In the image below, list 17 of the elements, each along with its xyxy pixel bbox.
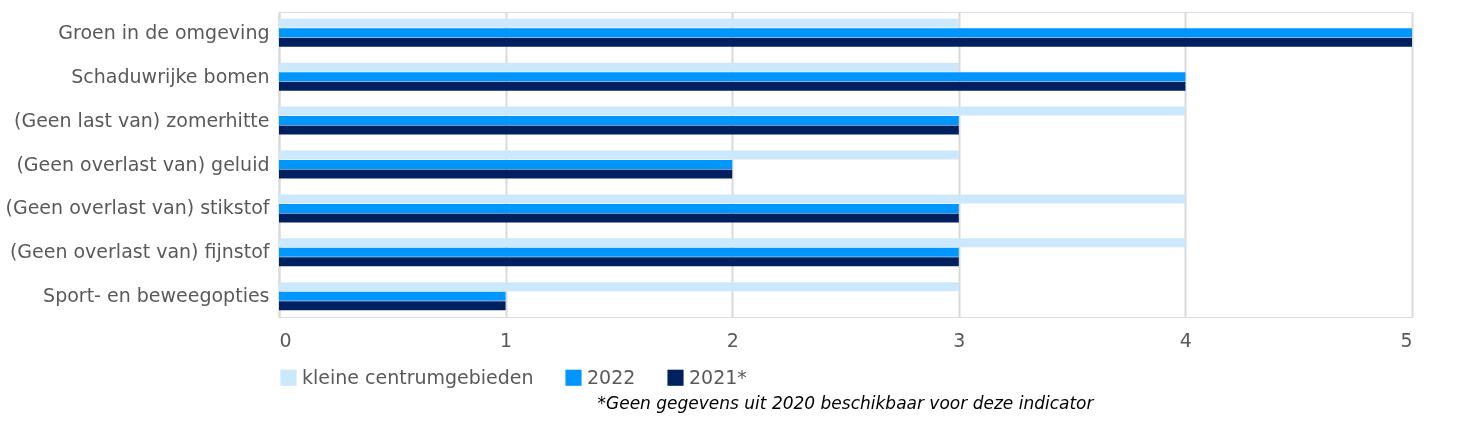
- y-tick-label: (Geen overlast van) geluid: [16, 152, 270, 175]
- x-tick-label: 2: [726, 328, 739, 351]
- legend-label: 2022: [587, 365, 636, 388]
- legend-label: kleine centrumgebieden: [302, 365, 534, 388]
- legend-label: 2021*: [689, 365, 747, 388]
- y-tick-label: (Geen last van) zomerhitte: [14, 108, 270, 131]
- x-tick-label: 5: [1400, 328, 1413, 351]
- y-tick-label: Schaduwrijke bomen: [71, 64, 270, 87]
- text: *Geen gegevens uit 2020 beschikbaar voor deze indicator: [597, 393, 1095, 413]
- y-tick-label: (Geen overlast van) stikstof: [5, 196, 271, 219]
- x-tick-label: 4: [1179, 328, 1192, 351]
- x-tick-label: 0: [279, 328, 292, 351]
- y-tick-label: Sport- en beweegopties: [43, 284, 270, 307]
- x-tick-label: 3: [953, 328, 966, 351]
- x-tick-label: 1: [500, 328, 513, 351]
- y-tick-label: (Geen overlast van) fijnstof: [9, 240, 271, 263]
- y-tick-label: Groen in de omgeving: [58, 20, 270, 43]
